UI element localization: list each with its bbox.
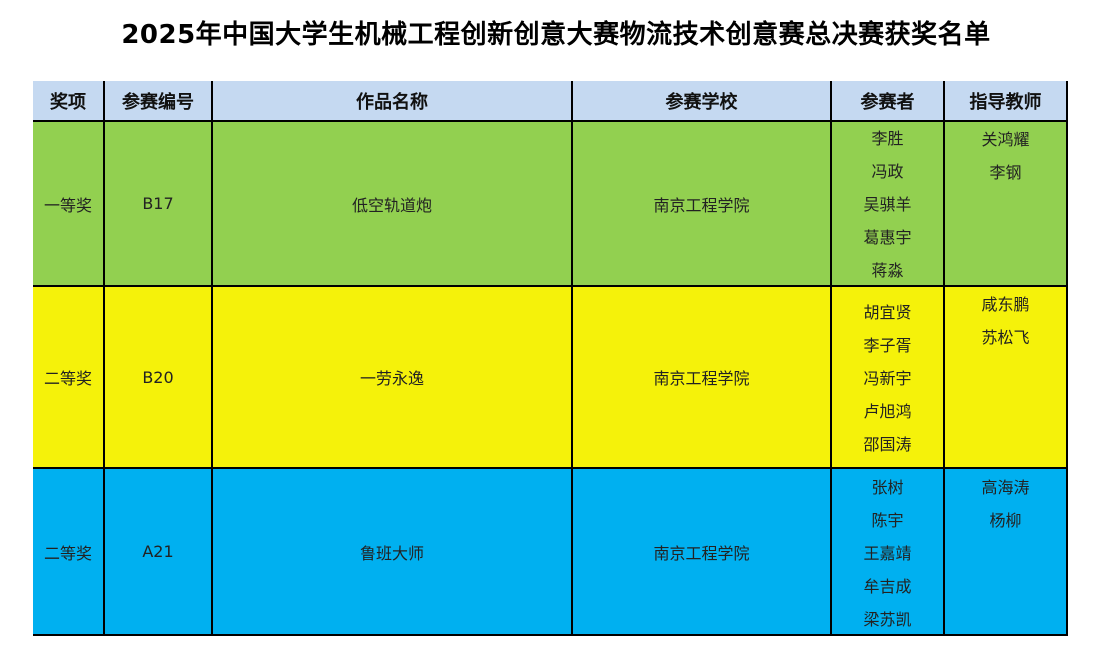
- participant-name: 张树: [871, 478, 904, 497]
- participant-name: 邵国涛: [863, 435, 912, 454]
- cell-participants: 李胜冯政吴骐羊葛惠宇蒋淼: [832, 122, 945, 287]
- participant-name: 陈宇: [871, 511, 904, 530]
- cell-advisors: 高海涛 杨柳: [945, 469, 1068, 636]
- cell-work: 鲁班大师: [213, 469, 573, 636]
- cell-id: B17: [105, 122, 213, 287]
- participant-name: 牟吉成: [863, 577, 912, 596]
- advisor-name: 咸东鹏: [981, 295, 1030, 314]
- cell-participants: 张树陈宇王嘉靖牟吉成梁苏凯: [832, 469, 945, 636]
- cell-school: 南京工程学院: [573, 122, 832, 287]
- participant-name: 卢旭鸿: [863, 402, 912, 421]
- cell-school: 南京工程学院: [573, 469, 832, 636]
- participant-name: 冯政: [871, 162, 904, 181]
- advisor-name: 苏松飞: [981, 328, 1030, 347]
- participant-name: 胡宜贤: [863, 303, 912, 322]
- cell-award: 二等奖: [33, 287, 105, 469]
- header-award: 奖项: [33, 81, 105, 122]
- advisor-name: 高海涛: [981, 478, 1030, 497]
- cell-school: 南京工程学院: [573, 287, 832, 469]
- cell-advisors: 关鸿耀 李钢: [945, 122, 1068, 287]
- cell-id: B20: [105, 287, 213, 469]
- cell-participants: 胡宜贤李子胥冯新宇卢旭鸿邵国涛: [832, 287, 945, 469]
- participant-name: 蒋淼: [871, 261, 904, 280]
- advisor-name: 关鸿耀: [981, 130, 1030, 149]
- header-school: 参赛学校: [573, 81, 832, 122]
- participant-name: 李子胥: [863, 336, 912, 355]
- header-work: 作品名称: [213, 81, 573, 122]
- participant-name: 梁苏凯: [863, 610, 912, 629]
- header-participants: 参赛者: [832, 81, 945, 122]
- cell-work: 一劳永逸: [213, 287, 573, 469]
- cell-id: A21: [105, 469, 213, 636]
- advisor-name: 李钢: [989, 163, 1022, 182]
- advisor-name: 杨柳: [989, 511, 1022, 530]
- cell-award: 一等奖: [33, 122, 105, 287]
- header-id: 参赛编号: [105, 81, 213, 122]
- cell-award: 二等奖: [33, 469, 105, 636]
- participant-name: 王嘉靖: [863, 544, 912, 563]
- participant-name: 李胜: [871, 129, 904, 148]
- page-title: 2025年中国大学生机械工程创新创意大赛物流技术创意赛总决赛获奖名单: [121, 20, 991, 50]
- participant-name: 吴骐羊: [863, 195, 912, 214]
- participant-name: 冯新宇: [863, 369, 912, 388]
- cell-work: 低空轨道炮: [213, 122, 573, 287]
- participant-name: 葛惠宇: [863, 228, 912, 247]
- cell-advisors: 咸东鹏 苏松飞: [945, 287, 1068, 469]
- header-advisors: 指导教师: [945, 81, 1068, 122]
